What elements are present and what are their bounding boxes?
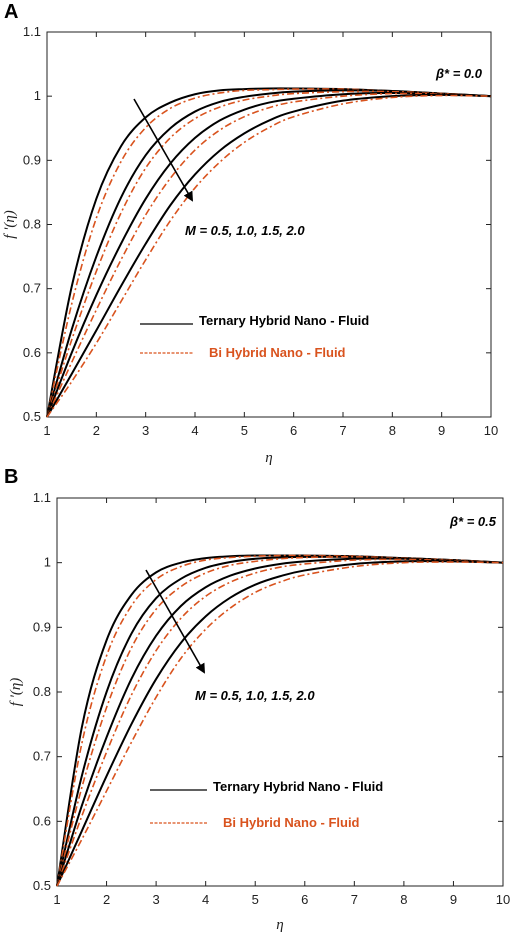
parameter-arrow (133, 98, 193, 202)
bi-curve-m-2 (56, 561, 504, 887)
y-tick-label: 1 (34, 88, 41, 103)
x-tick-label: 6 (290, 423, 297, 438)
bi-curve-m-0-5 (46, 88, 492, 418)
y-tick-label: 1 (44, 555, 51, 570)
x-tick-label: 4 (202, 892, 209, 907)
bi-curve-m-1-5 (56, 558, 504, 887)
m-values-label: M = 0.5, 1.0, 1.5, 2.0 (195, 688, 315, 703)
x-tick-label: 6 (301, 892, 308, 907)
x-tick-label: 4 (191, 423, 198, 438)
beta-annotation: β* = 0.0 (435, 66, 483, 81)
x-axis-label: η (265, 450, 272, 466)
x-tick-label: 5 (241, 423, 248, 438)
ternary-curve-m-2 (56, 560, 504, 887)
y-tick-label: 0.6 (23, 345, 41, 360)
x-tick-label: 8 (400, 892, 407, 907)
x-tick-label: 2 (93, 423, 100, 438)
y-tick-label: 0.8 (23, 217, 41, 232)
y-tick-label: 0.5 (23, 409, 41, 424)
y-tick-label: 1.1 (33, 490, 51, 505)
bi-curve-m-1 (56, 556, 504, 887)
y-tick-label: 0.9 (23, 152, 41, 167)
panel-label: A (4, 1, 18, 23)
bi-curve-m-1-5 (46, 92, 492, 418)
x-tick-label: 5 (252, 892, 259, 907)
y-tick-label: 0.9 (33, 619, 51, 634)
x-tick-label: 9 (450, 892, 457, 907)
y-tick-label: 0.6 (33, 813, 51, 828)
panel-label: B (4, 466, 18, 488)
ternary-curve-m-0-5 (46, 87, 492, 418)
y-tick-label: 1.1 (23, 24, 41, 39)
ternary-curve-m-1 (56, 555, 504, 887)
x-tick-label: 7 (339, 423, 346, 438)
x-tick-label: 3 (142, 423, 149, 438)
ternary-curve-m-2 (46, 93, 492, 418)
beta-annotation: β* = 0.5 (449, 514, 497, 529)
legend-ternary-label: Ternary Hybrid Nano - Fluid (213, 779, 383, 794)
x-tick-label: 10 (484, 423, 498, 438)
ternary-curve-m-1-5 (46, 91, 492, 418)
x-tick-label: 3 (152, 892, 159, 907)
legend: Ternary Hybrid Nano - Fluid Bi Hybrid Nan… (140, 313, 369, 360)
x-tick-label: 8 (389, 423, 396, 438)
x-tick-label: 9 (438, 423, 445, 438)
ternary-curve-m-0-5 (56, 554, 504, 887)
legend: Ternary Hybrid Nano - Fluid Bi Hybrid Nan… (150, 779, 383, 830)
y-tick-label: 0.7 (33, 749, 51, 764)
legend-bi-label: Bi Hybrid Nano - Fluid (223, 815, 360, 830)
y-tick-label: 0.7 (23, 281, 41, 296)
y-tick-label: 0.5 (33, 878, 51, 893)
x-tick-label: 1 (53, 892, 60, 907)
m-values-label: M = 0.5, 1.0, 1.5, 2.0 (185, 223, 305, 238)
x-tick-label: 2 (103, 892, 110, 907)
x-axis-label: η (276, 917, 283, 933)
chart-panel-a: 1 2 3 4 5 6 7 8 9 10 0.5 0.6 0.7 0.8 0.9 1 1.1 Aβ* = 0.0 M… (2, 1, 498, 466)
x-tick-label: 10 (496, 892, 510, 907)
parameter-arrow (145, 569, 205, 674)
bi-curve-m-1 (46, 90, 492, 418)
chart-panel-b: 1 2 3 4 5 6 7 8 9 10 0.5 0.6 0.7 0.8 0.9 1 1.1 Bβ* = 0.5 M… (4, 466, 510, 933)
legend-ternary-label: Ternary Hybrid Nano - Fluid (199, 313, 369, 328)
x-tick-label: 7 (351, 892, 358, 907)
bi-curve-m-2 (46, 94, 492, 418)
y-tick-label: 0.8 (33, 684, 51, 699)
ternary-curve-m-1 (46, 89, 492, 418)
y-axis-label: f '(η) (8, 678, 24, 707)
x-tick-label: 1 (43, 423, 50, 438)
ternary-curve-m-1-5 (56, 557, 504, 887)
y-axis-label: f '(η) (2, 210, 18, 239)
legend-bi-label: Bi Hybrid Nano - Fluid (209, 345, 346, 360)
